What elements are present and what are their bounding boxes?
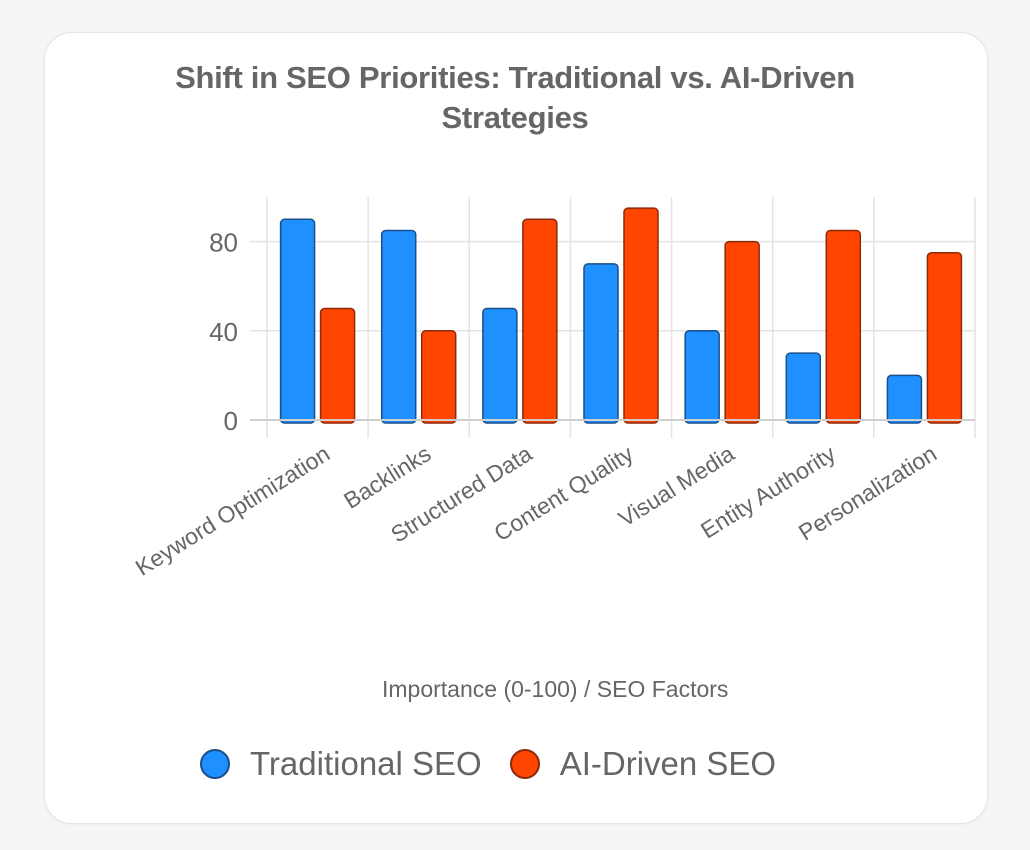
bar-traditional[interactable]	[583, 263, 619, 424]
legend-item-traditional-seo[interactable]: Traditional SEO	[200, 745, 482, 783]
bar-ai-driven[interactable]	[319, 307, 356, 424]
chart-card	[44, 32, 988, 824]
bar-traditional[interactable]	[886, 374, 923, 424]
axis-title: Importance (0-100) / SEO Factors	[382, 676, 729, 702]
bar-ai-driven[interactable]	[522, 218, 558, 424]
legend-label: Traditional SEO	[250, 745, 482, 782]
chart-title-line-1: Shift in SEO Priorities: Traditional vs.…	[175, 60, 855, 95]
y-tick-label: 0	[224, 406, 238, 436]
legend-swatch-traditional-icon	[200, 749, 230, 779]
bar-ai-driven[interactable]	[623, 207, 659, 424]
bar-traditional[interactable]	[684, 330, 720, 424]
y-tick-label: 80	[209, 228, 238, 258]
bar-ai-driven[interactable]	[825, 229, 862, 424]
x-tick-label: Keyword Optimization	[131, 440, 334, 581]
bar-traditional[interactable]	[380, 229, 417, 424]
bar-traditional[interactable]	[785, 352, 822, 424]
bar-ai-driven[interactable]	[420, 330, 457, 424]
legend-label: AI-Driven SEO	[559, 745, 777, 782]
chart-title-line-2: Strategies	[441, 100, 589, 135]
legend-swatch-ai-driven-icon	[509, 749, 540, 779]
bar-traditional[interactable]	[482, 307, 518, 424]
legend: Traditional SEO AI-Driven SEO	[200, 745, 804, 783]
bar-ai-driven[interactable]	[724, 240, 760, 424]
y-tick-label: 40	[209, 317, 238, 347]
bar-ai-driven[interactable]	[926, 252, 963, 424]
chart-title: Shift in SEO Priorities: Traditional vs.…	[0, 58, 1030, 138]
legend-item-ai-driven-seo[interactable]: AI-Driven SEO	[509, 745, 777, 783]
bar-traditional[interactable]	[279, 218, 316, 424]
